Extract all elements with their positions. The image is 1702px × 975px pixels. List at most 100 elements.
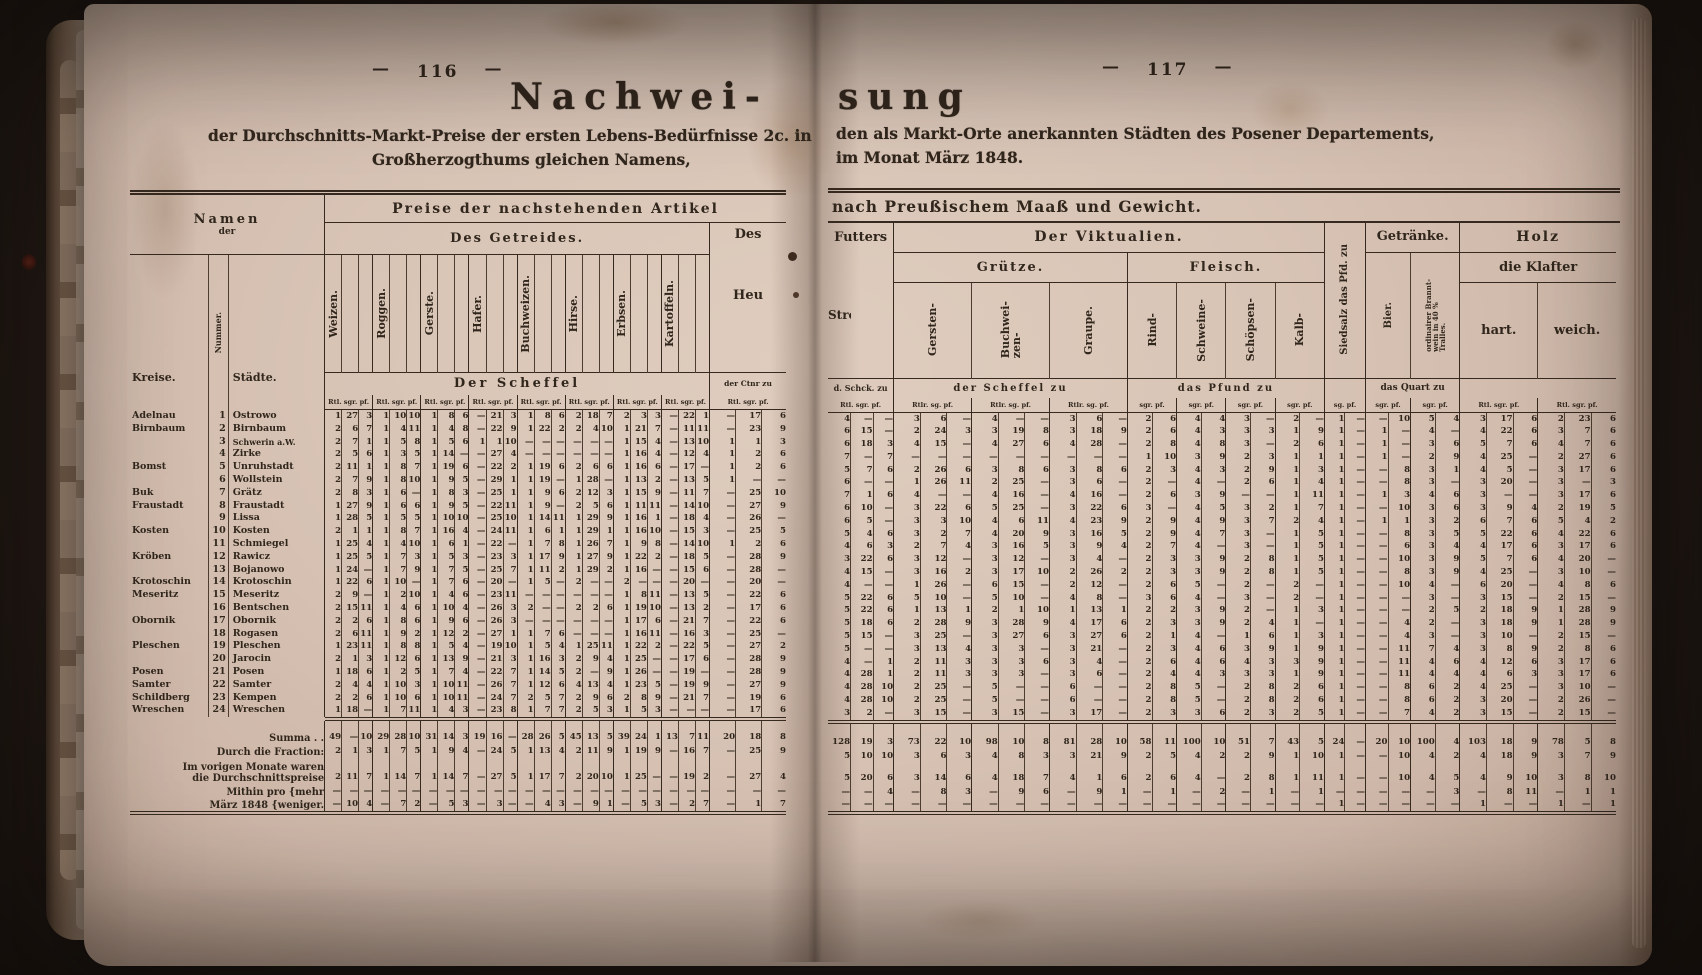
price-cell: 2 [564,601,583,615]
price-cell: 7 [533,627,552,641]
price-cell: 13 [437,653,455,666]
summary-cell: 9 [997,784,1025,799]
price-cell: 22 [629,550,648,564]
summary-cell: 10 [1387,748,1411,763]
summary-cell: 11 [341,757,359,784]
price-cell: 5 [389,512,407,526]
price-cell: 10 [919,591,947,605]
price-cell: 11 [919,668,947,682]
price-cell: 3 [646,704,662,720]
price-cell: 13 [677,473,696,487]
price-cell: 26 [919,578,947,592]
price-cell: 4 [1176,502,1202,515]
price-cell: 13 [677,589,696,602]
summary-row: — — — — — — — — — — — — — — — — — — — —1— — — — —1— —1—1 [828,798,1616,814]
price-cell: 1 [612,678,631,692]
price-cell: 8 [550,537,566,551]
nummer-cell: 1 [207,409,229,423]
price-cell: 22 [1485,425,1514,439]
price-cell: 4 [1434,540,1460,554]
price-cell: — [1024,502,1050,515]
price-cell: 1 [550,525,566,538]
price-cell: 2 [1048,578,1077,592]
price-cell: 3 [1537,425,1565,439]
price-cell: 8 [406,435,421,449]
price-cell: 6 [872,489,894,503]
summary-cell: — [1126,798,1153,814]
summary-cell: 18 [1485,719,1514,749]
price-cell: 1 [564,640,583,654]
summary-cell: 1 [1249,784,1276,799]
stadt-cell: Lissa [227,512,325,526]
price-cell: — [660,448,679,462]
price-cell: 8 [1075,591,1103,605]
price-cell: 18 [1485,617,1514,631]
price-cell: 5 [844,605,851,616]
price-cell: 7 [1410,642,1436,656]
price-cell: 6 [1434,489,1460,503]
summary-row: 5 20 6 3 14 6 4 18 7 4 1 6 2 6 4—2 8 1 11 1— —10 4 5 4 9 10 3 8 10 [828,762,1616,785]
price-cell: — [709,589,736,602]
price-cell: 3 [997,668,1025,682]
price-cell: 25 [485,486,504,500]
summary-row: — —4—8 3—9 6—9 1—1—2—1—1— — — — —3—8 11—1 1 [828,784,1616,799]
price-cell: 3 [1225,642,1251,656]
price-cell: 9 [761,665,786,679]
summary-cell: 4 [1410,748,1436,763]
price-cell: 3 [1048,476,1077,490]
price-cell: 4 [946,642,972,656]
price-cell: 2 [389,665,407,679]
price-cell: — [468,486,486,500]
price-cell: — [660,486,679,500]
price-cell: 6 [761,448,786,462]
price-cell: 1 [946,604,972,618]
price-cell: 3 [1537,668,1565,682]
price-cell: 1 [372,627,390,641]
price-cell: 2 [1126,412,1153,426]
price-cell: 7 [919,540,947,554]
price-cell: — [761,576,786,590]
price-cell: — [564,589,583,602]
price-cell: 2 [761,640,786,654]
price-cell: 13 [677,435,696,449]
nummer-cell: 15 [207,589,229,602]
price-cell: 9 [946,617,972,631]
price-cell: 3 [1537,489,1565,503]
summary-cell: 24 [1323,719,1345,749]
price-cell: 12 [437,627,455,641]
price-cell: 3 [971,425,999,439]
summary-cell: 14 [437,717,455,744]
summary-label: Mithin pro {mehr [226,786,325,798]
kreis-cell [130,628,208,641]
price-cell: 6 [761,409,786,423]
price-cell: 9 [1512,642,1538,656]
price-cell: 15 [919,438,947,451]
price-cell: 5 [893,591,921,605]
kreis-cell: Posen [132,665,164,677]
price-cell: 4 [850,527,874,541]
price-cell: 13 [629,473,648,487]
summary-cell: 27 [485,757,504,784]
price-cell: — [660,691,679,705]
summary-cell: 2 [324,743,342,758]
price-cell: — [1364,463,1389,477]
price-cell: 1 [1102,604,1128,618]
price-cell: 3 [1048,527,1077,541]
price-cell: 26 [919,476,947,490]
price-cell: — [1299,578,1325,592]
price-cell: 6 [872,617,894,631]
price-cell: 10 [1024,566,1050,579]
kreis-cell: Fraustadt [132,499,184,511]
price-cell: 9 [1299,425,1325,439]
price-cell: 11 [1387,655,1411,669]
price-cell: 8 [629,589,648,602]
price-cell: — [660,589,679,602]
price-cell: 4 [1459,450,1487,464]
price-cell: 22 [1485,527,1514,541]
price-cell: 1 [358,435,373,449]
summary-cell: 6 [1151,762,1177,785]
summary-cell: 9 [1102,748,1128,763]
price-cell: 1 [1274,630,1300,643]
summary-cell: 4 [761,757,786,784]
kreis-cell [130,512,208,525]
